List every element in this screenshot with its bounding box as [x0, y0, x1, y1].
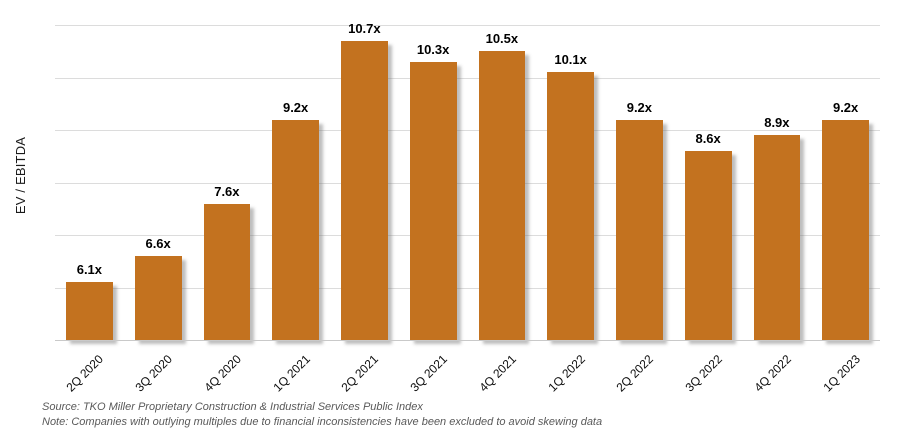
- bar-value-label: 8.6x: [695, 131, 721, 146]
- x-axis-labels: 2Q 2020 3Q 2020 4Q 2020 1Q 2021 2Q 2021 3Q 20…: [55, 340, 880, 400]
- bar-slot: 10.1x: [536, 25, 605, 340]
- x-tick-label: 4Q 2022: [751, 352, 794, 395]
- bar-slot: 9.2x: [261, 25, 330, 340]
- bars-layer: 6.1x 6.6x 7.6x 9.2x 10.7x 10.3x 10.5x 10.1x 9.2x…: [55, 21, 880, 340]
- exclusion-note: Note: Companies with outlying multiples …: [42, 416, 603, 428]
- bar-4q-2022: 8.9x: [753, 115, 801, 340]
- bar-slot: 10.7x: [330, 21, 399, 340]
- x-tick-label: 1Q 2023: [820, 352, 863, 395]
- bar-value-label: 10.7x: [348, 20, 381, 36]
- x-axis-line: [55, 340, 880, 341]
- bar-value-label: 10.5x: [485, 31, 519, 47]
- y-axis-title-text: EV / EBITDA: [13, 136, 29, 214]
- bar-value-label: 9.2x: [832, 99, 859, 115]
- gridline: [55, 25, 880, 26]
- source-note: Source: TKO Miller Proprietary Construct…: [42, 401, 423, 413]
- x-tick-label: 3Q 2021: [407, 352, 451, 395]
- x-tick-label: 1Q 2021: [270, 352, 313, 395]
- bar-2q-2021: 10.7x: [341, 21, 388, 340]
- gridline: [55, 235, 880, 236]
- x-tick-label: 2Q 2021: [338, 352, 382, 395]
- bar-1q-2021: 9.2x: [272, 100, 319, 340]
- gridline: [55, 130, 880, 131]
- x-tick-label: 4Q 2020: [201, 352, 244, 395]
- bar-value-label: 10.1x: [554, 52, 587, 68]
- bar-slot: 6.6x: [124, 25, 193, 340]
- bar-4q-2020: 7.6x: [203, 184, 251, 340]
- gridline: [55, 287, 880, 289]
- bar-3q-2022: 8.6x: [684, 131, 732, 340]
- bar-value-label: 9.2x: [626, 99, 653, 115]
- bar-2q-2020: 6.1x: [66, 262, 113, 340]
- bar-slot: 9.2x: [605, 25, 674, 340]
- x-tick-label: 2Q 2020: [63, 352, 107, 395]
- gridline: [55, 77, 880, 79]
- bar-value-label: 7.6x: [214, 183, 240, 199]
- x-tick-label: 4Q 2021: [476, 352, 519, 395]
- y-axis-title: EV / EBITDA: [4, 25, 38, 325]
- bar-value-label: 6.1x: [76, 262, 103, 278]
- bar-4q-2021: 10.5x: [478, 31, 526, 340]
- bar-1q-2023: 9.2x: [822, 100, 869, 340]
- x-tick-label: 3Q 2020: [132, 352, 176, 395]
- bar-value-label: 10.3x: [416, 41, 450, 57]
- bar-2q-2022: 9.2x: [616, 100, 663, 340]
- plot-area: 6.1x 6.6x 7.6x 9.2x 10.7x 10.3x 10.5x 10.1x 9.2x…: [55, 21, 880, 340]
- x-tick-label: 2Q 2022: [613, 352, 657, 395]
- x-tick-label: 1Q 2022: [545, 352, 588, 395]
- bar-value-label: 6.6x: [145, 236, 171, 251]
- bar-slot: 8.9x: [743, 25, 812, 340]
- bar-3q-2020: 6.6x: [134, 236, 182, 340]
- bar-3q-2021: 10.3x: [409, 42, 457, 340]
- gridline: [55, 182, 880, 184]
- footer-notes: Source: TKO Miller Proprietary Construct…: [42, 400, 602, 430]
- bar-1q-2022: 10.1x: [547, 52, 594, 340]
- bar-slot: 10.5x: [468, 25, 537, 340]
- bar-slot: 10.3x: [399, 25, 468, 340]
- bar-slot: 8.6x: [674, 25, 743, 340]
- bar-value-label: 9.2x: [282, 99, 309, 115]
- x-tick-label: 3Q 2022: [682, 352, 726, 395]
- bar-value-label: 8.9x: [764, 115, 790, 131]
- bar-slot: 9.2x: [811, 25, 880, 340]
- bar-slot: 6.1x: [55, 25, 124, 340]
- bar-slot: 7.6x: [193, 25, 262, 340]
